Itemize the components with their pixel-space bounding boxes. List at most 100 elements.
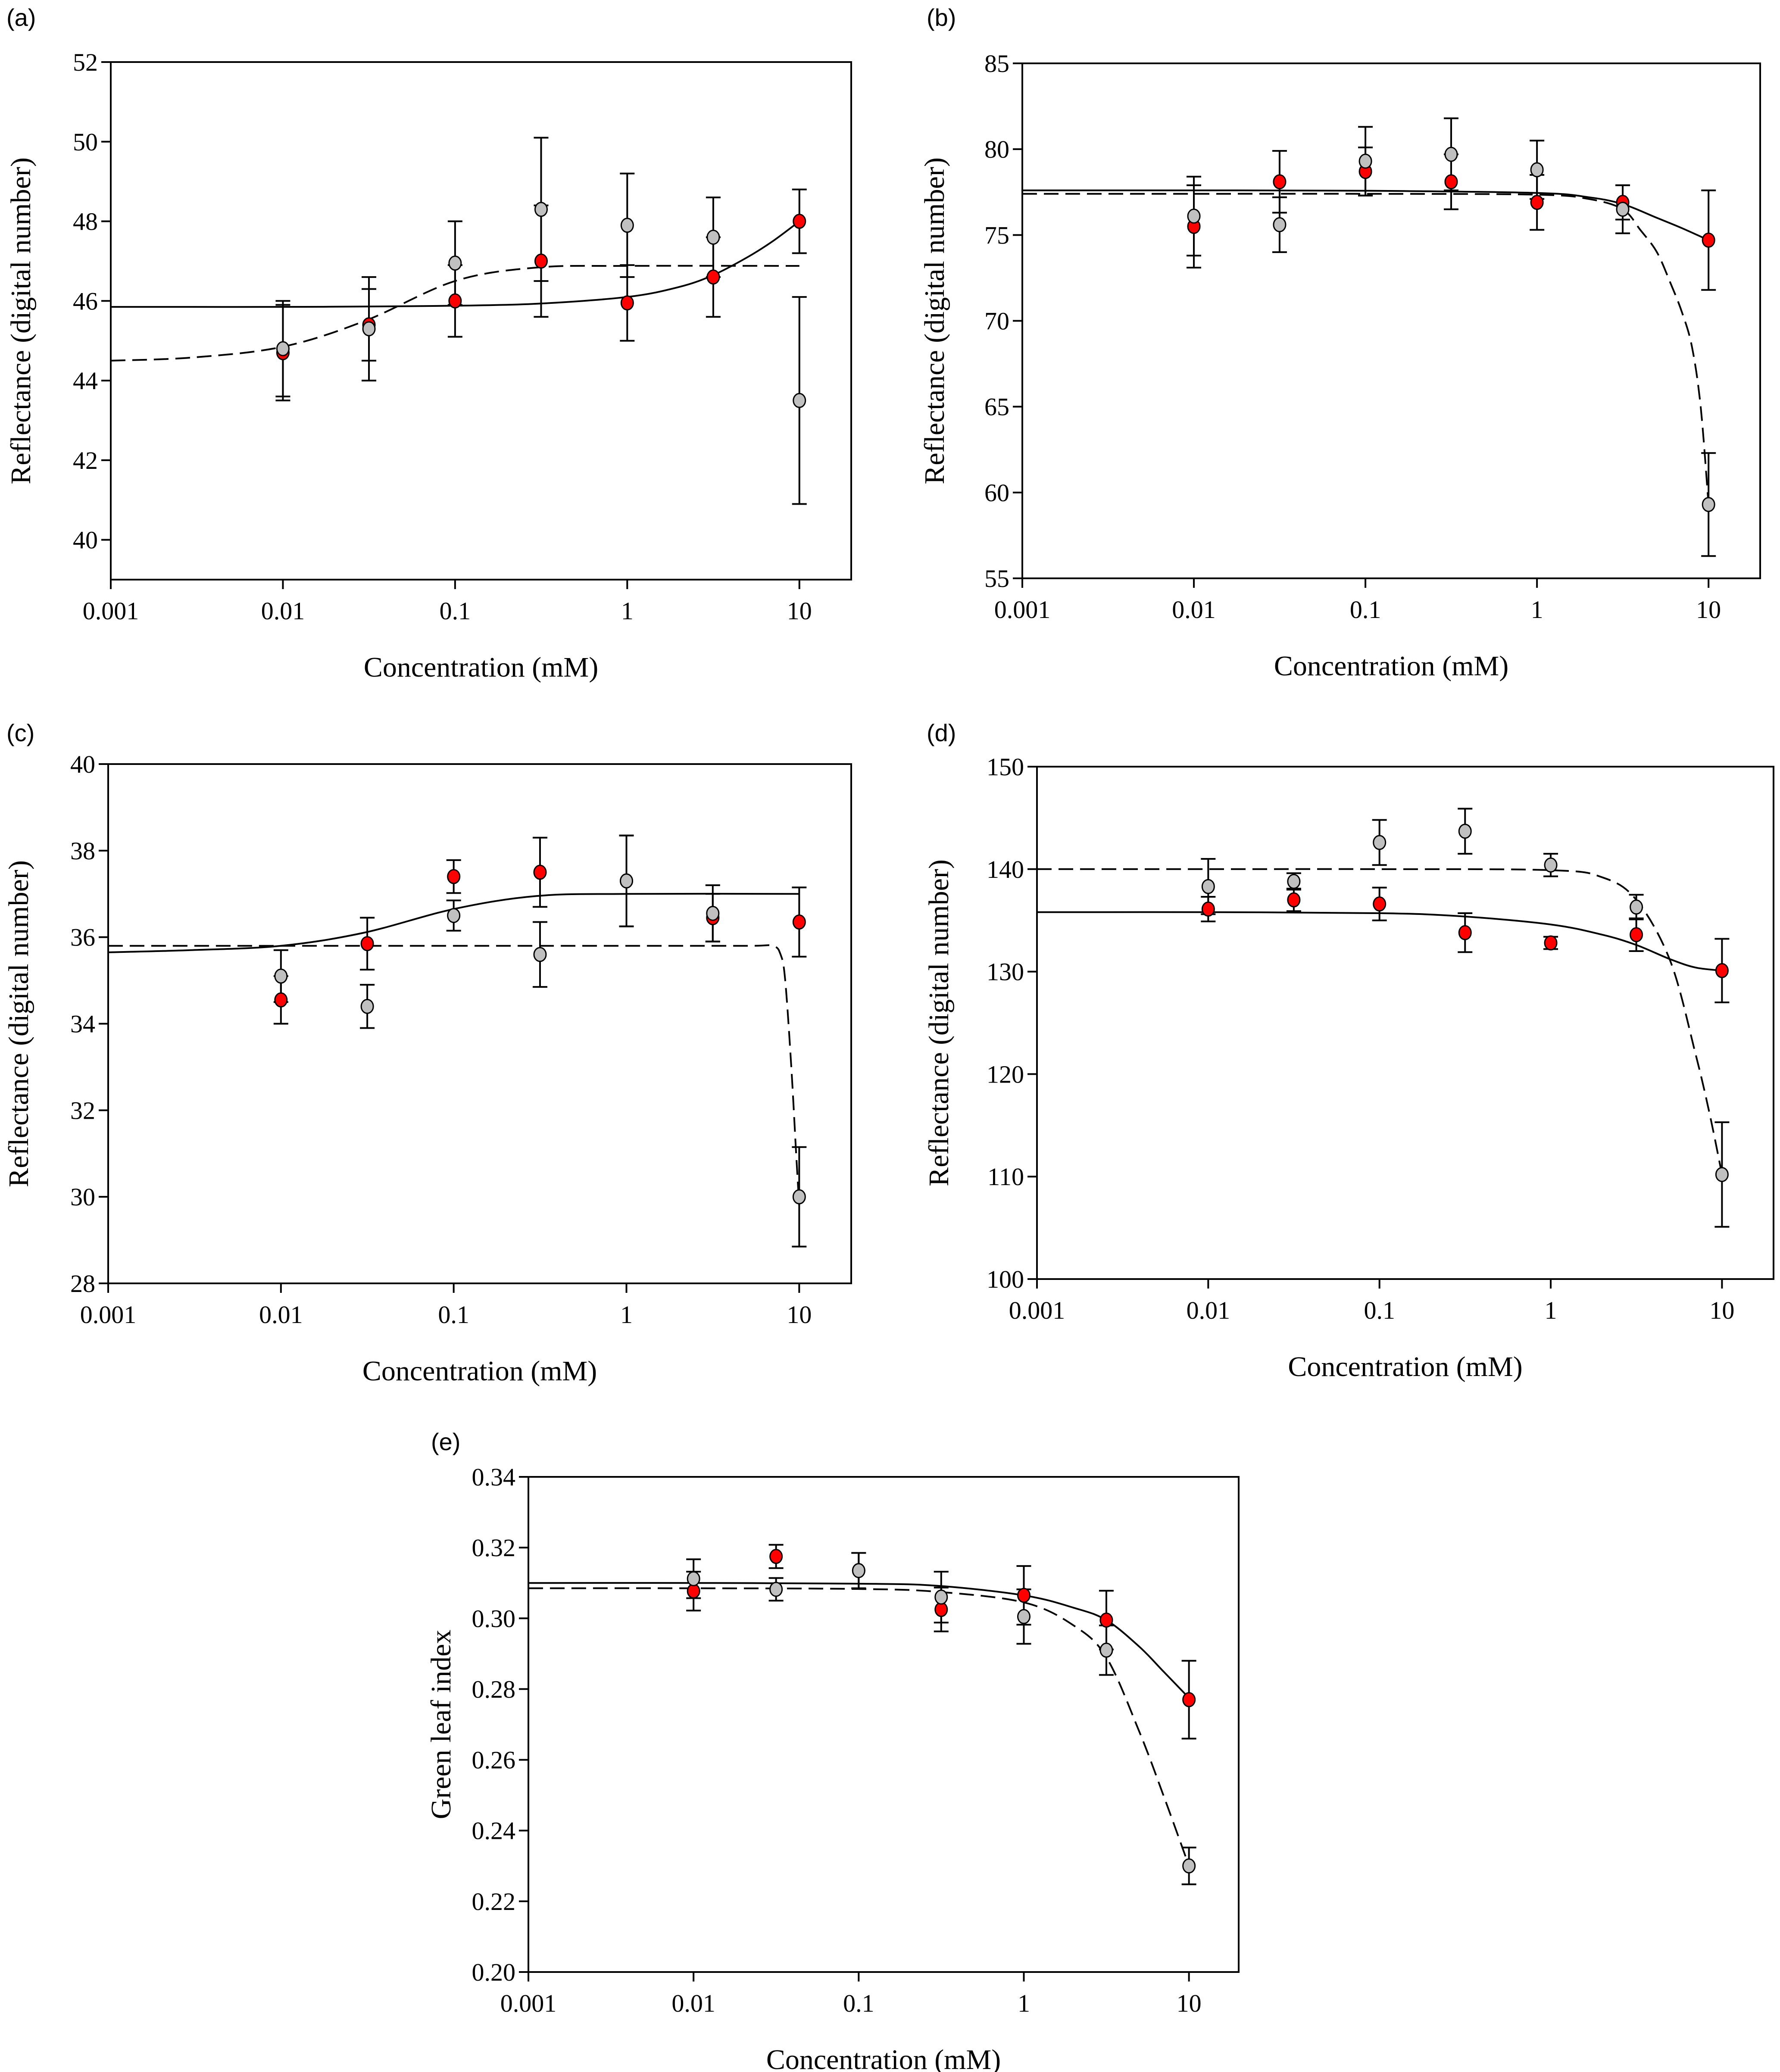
- y-tick-label: 65: [984, 393, 1009, 421]
- red-data-point: [934, 1602, 948, 1617]
- x-tick-label: 0.01: [1187, 1296, 1230, 1324]
- panel-label: (b): [927, 4, 956, 31]
- gray-data-point: [1373, 835, 1387, 850]
- gray-data-point: [534, 202, 548, 217]
- red-data-point: [1544, 935, 1558, 951]
- fit-curve-dashed: [108, 944, 800, 1206]
- gray-data-point: [533, 947, 547, 962]
- red-data-point: [687, 1583, 700, 1599]
- fit-curve-solid: [110, 220, 800, 308]
- red-data-point: [620, 295, 634, 311]
- panel-label: (d): [927, 719, 956, 746]
- y-tick-label: 100: [987, 1265, 1024, 1293]
- red-data-point: [1017, 1588, 1031, 1603]
- red-data-point: [769, 1549, 783, 1564]
- y-tick-label: 52: [73, 48, 98, 76]
- gray-data-point: [1187, 209, 1201, 224]
- y-tick-label: 50: [73, 128, 98, 156]
- y-tick-label: 40: [70, 750, 95, 778]
- y-tick-label: 40: [73, 526, 98, 554]
- red-data-point: [1182, 1692, 1196, 1707]
- panel-label: (e): [431, 1428, 460, 1455]
- x-tick-label: 0.001: [1009, 1296, 1065, 1324]
- gray-data-point: [1630, 899, 1643, 915]
- red-data-point: [792, 914, 806, 930]
- plot-frame: [110, 61, 852, 580]
- x-tick-label: 10: [1177, 1989, 1202, 2017]
- gray-data-point: [1182, 1858, 1196, 1874]
- y-tick-label: 32: [70, 1096, 95, 1124]
- red-data-point: [1458, 925, 1472, 940]
- y-tick-label: 140: [987, 855, 1024, 883]
- gray-data-point: [792, 1189, 806, 1205]
- gray-data-point: [1201, 879, 1215, 894]
- gray-data-point: [620, 873, 634, 889]
- gray-data-point: [1530, 162, 1544, 178]
- y-tick-label: 70: [984, 307, 1009, 335]
- x-tick-label: 0.1: [438, 1301, 469, 1329]
- x-tick-label: 0.001: [994, 596, 1051, 624]
- red-data-point: [706, 269, 720, 285]
- y-tick-label: 44: [73, 367, 98, 395]
- y-axis-label: Green leaf index: [425, 1630, 457, 1819]
- gray-data-point: [852, 1563, 865, 1578]
- x-tick-label: 10: [1709, 1296, 1734, 1324]
- x-tick-label: 0.01: [259, 1301, 303, 1329]
- red-data-point: [1373, 896, 1387, 912]
- red-data-point: [360, 936, 374, 952]
- red-data-point: [1444, 174, 1458, 190]
- gray-data-point: [360, 999, 374, 1014]
- red-data-point: [534, 253, 548, 269]
- gray-data-point: [1616, 202, 1630, 217]
- y-tick-label: 46: [73, 287, 98, 315]
- gray-data-point: [1715, 1167, 1729, 1182]
- y-tick-label: 30: [70, 1183, 95, 1211]
- y-tick-label: 0.22: [472, 1888, 516, 1916]
- fit-curve-dashed: [528, 1587, 1190, 1866]
- y-tick-label: 85: [984, 50, 1009, 78]
- panel-label: (c): [6, 719, 34, 746]
- x-tick-label: 1: [621, 597, 634, 625]
- gray-data-point: [793, 393, 806, 408]
- gray-data-point: [934, 1589, 948, 1605]
- fit-curve-dashed: [1022, 193, 1710, 505]
- y-tick-label: 75: [984, 221, 1009, 249]
- x-tick-label: 0.01: [1172, 596, 1216, 624]
- red-data-point: [274, 992, 288, 1008]
- x-tick-label: 1: [620, 1301, 633, 1329]
- x-tick-label: 1: [1018, 1989, 1030, 2017]
- y-tick-label: 55: [984, 565, 1009, 593]
- x-axis-label: Concentration (mM): [362, 1355, 597, 1387]
- gray-data-point: [1458, 824, 1472, 839]
- red-data-point: [1099, 1612, 1113, 1628]
- fit-curve-dashed: [1037, 868, 1723, 1175]
- red-data-point: [533, 864, 547, 880]
- gray-data-point: [706, 229, 720, 245]
- y-tick-label: 0.32: [472, 1534, 516, 1562]
- red-data-point: [1630, 927, 1643, 942]
- plot-frame: [1036, 766, 1774, 1280]
- x-tick-label: 10: [787, 1301, 812, 1329]
- gray-data-point: [769, 1582, 783, 1597]
- y-axis-label: Reflectance (digital number): [3, 860, 34, 1187]
- red-data-point: [1715, 963, 1729, 978]
- y-axis-label: Reflectance (digital number): [923, 859, 955, 1186]
- y-tick-label: 0.34: [472, 1463, 516, 1491]
- gray-data-point: [276, 341, 290, 356]
- panel-c: (c) 28 30 32 34 36 38 40 0.001 0.01 0.1 1 10 Concentr…: [3, 719, 852, 1387]
- gray-data-point: [687, 1571, 700, 1586]
- y-tick-label: 36: [70, 924, 95, 952]
- x-tick-label: 1: [1545, 1296, 1557, 1324]
- y-tick-label: 34: [70, 1010, 95, 1038]
- x-tick-label: 0.001: [80, 1301, 137, 1329]
- y-tick-label: 0.26: [472, 1746, 516, 1774]
- y-tick-label: 0.20: [472, 1958, 516, 1986]
- fit-curve-solid: [528, 1582, 1190, 1699]
- x-tick-label: 1: [1531, 596, 1543, 624]
- y-tick-label: 48: [73, 208, 98, 236]
- x-tick-label: 0.01: [671, 1989, 715, 2017]
- y-tick-label: 80: [984, 135, 1009, 163]
- y-tick-label: 0.30: [472, 1604, 516, 1632]
- gray-data-point: [1444, 147, 1458, 162]
